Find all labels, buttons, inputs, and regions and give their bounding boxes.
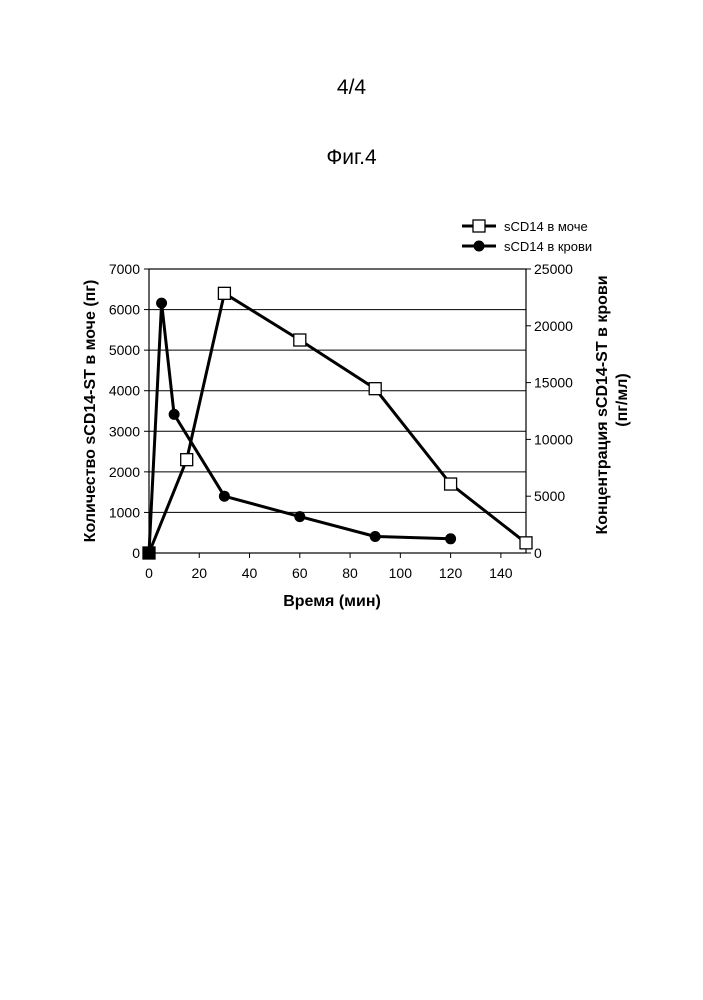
data-point-blood: [370, 531, 381, 542]
x-tick-label: 60: [292, 565, 308, 581]
y-axis-label-left: Количество sCD14-ST в моче (пг): [82, 280, 99, 543]
y-right-tick-label: 25000: [534, 261, 573, 277]
y-right-tick-label: 20000: [534, 318, 573, 334]
data-point-urine: [181, 454, 193, 466]
data-point-urine: [445, 478, 457, 490]
data-point-blood: [294, 511, 305, 522]
y-left-tick-label: 4000: [109, 383, 140, 399]
legend-label-urine: sCD14 в моче: [504, 219, 588, 234]
data-point-blood: [169, 409, 180, 420]
x-axis-label: Время (мин): [283, 593, 381, 610]
data-point-urine: [520, 537, 532, 549]
y-axis-label-right-line2: (пг/мл): [614, 373, 631, 426]
y-left-tick-label: 1000: [109, 504, 140, 520]
y-left-tick-label: 5000: [109, 342, 140, 358]
data-point-urine: [294, 334, 306, 346]
y-left-tick-label: 6000: [109, 302, 140, 318]
x-tick-label: 20: [191, 565, 207, 581]
data-point-urine: [143, 547, 155, 559]
gridlines: [149, 310, 526, 513]
y-right-tick-label: 10000: [534, 431, 573, 447]
data-point-blood: [219, 491, 230, 502]
series-markers: [143, 287, 532, 559]
x-tick-label: 140: [489, 565, 513, 581]
data-point-urine: [369, 383, 381, 395]
plot-area-frame: [149, 269, 526, 553]
y-left-tick-label: 2000: [109, 464, 140, 480]
x-tick-label: 100: [389, 565, 413, 581]
legend-marker-blood: [474, 241, 485, 252]
y-axis-label-right-line1: Концентрация sCD14-ST в крови: [594, 275, 611, 534]
data-point-blood: [445, 533, 456, 544]
legend: sCD14 в моче sCD14 в крови: [462, 219, 592, 254]
y-right-tick-label: 5000: [534, 488, 565, 504]
x-tick-label: 40: [242, 565, 258, 581]
x-tick-label: 120: [439, 565, 463, 581]
x-tick-label: 0: [145, 565, 153, 581]
data-point-blood: [156, 298, 167, 309]
y-left-tick-label: 0: [132, 545, 140, 561]
legend-label-blood: sCD14 в крови: [504, 239, 592, 254]
series-lines: [149, 293, 526, 553]
data-point-urine: [218, 287, 230, 299]
x-tick-label: 80: [342, 565, 358, 581]
y-right-tick-label: 15000: [534, 375, 573, 391]
y-right-tick-label: 0: [534, 545, 542, 561]
y-left-tick-label: 7000: [109, 261, 140, 277]
y-left-tick-label: 3000: [109, 423, 140, 439]
legend-marker-urine: [473, 220, 485, 232]
series-line-0: [149, 293, 526, 553]
